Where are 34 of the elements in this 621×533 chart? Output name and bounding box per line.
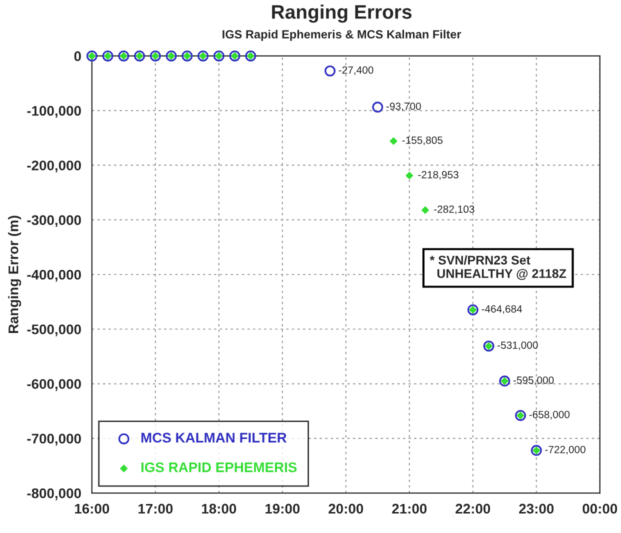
y-axis-title: Ranging Error (m) [8,216,22,333]
x-tick-label: 22:00 [456,504,490,514]
data-label: -93,700 [386,102,421,112]
data-label: -531,000 [498,341,538,350]
y-tick-label: -500,000 [27,324,81,336]
data-label: -155,805 [402,136,443,146]
y-tick-label: -200,000 [27,160,81,172]
x-tick-label: 00:00 [582,504,618,514]
legend-label: IGS RAPID EPHEMERIS [141,462,297,472]
data-label: -464,684 [482,305,522,314]
x-tick-label: 23:00 [519,504,554,514]
y-tick-label: -400,000 [27,270,81,282]
y-tick-label: -700,000 [27,434,81,446]
data-label: -722,000 [545,446,586,454]
annotation: * SVN/PRN23 Set UNHEALTHY @ 2118Z [430,255,566,280]
data-label: -595,000 [513,376,554,386]
data-label: -218,953 [418,171,458,180]
x-tick-label: 17:00 [138,504,173,514]
x-tick-label: 20:00 [328,504,364,514]
y-tick-label: -300,000 [27,215,81,228]
y-tick-label: -800,000 [27,488,81,500]
x-tick-label: 19:00 [266,504,300,514]
x-tick-label: 18:00 [202,504,236,514]
data-label: -282,103 [434,206,474,214]
y-tick-label: -600,000 [27,379,81,391]
y-tick-label: 0 [74,51,81,62]
x-tick-label: 16:00 [75,504,110,514]
chart-title: Ranging Errors [272,4,412,23]
data-label: -658,000 [529,410,570,420]
legend-label: MCS KALMAN FILTER [141,432,287,443]
x-tick-label: 21:00 [392,504,427,514]
y-tick-label: -100,000 [27,106,81,118]
data-label: -27,400 [338,66,374,75]
chart-subtitle: IGS Rapid Ephemeris & MCS Kalman Filter [222,30,462,41]
